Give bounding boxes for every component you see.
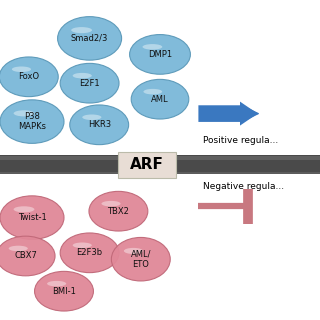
Ellipse shape — [142, 44, 162, 50]
Text: TBX2: TBX2 — [108, 207, 129, 216]
Ellipse shape — [47, 281, 66, 286]
Text: FoxO: FoxO — [18, 72, 39, 81]
Ellipse shape — [143, 89, 162, 94]
Ellipse shape — [60, 233, 119, 273]
Ellipse shape — [101, 201, 121, 206]
Ellipse shape — [9, 246, 28, 251]
Ellipse shape — [35, 271, 93, 311]
Text: CBX7: CBX7 — [14, 252, 37, 260]
Text: P38
MAPKs: P38 MAPKs — [18, 112, 46, 131]
Ellipse shape — [73, 243, 92, 248]
FancyBboxPatch shape — [118, 152, 176, 178]
Ellipse shape — [124, 248, 143, 254]
Ellipse shape — [14, 110, 35, 116]
Ellipse shape — [0, 236, 55, 276]
Ellipse shape — [58, 17, 122, 60]
Ellipse shape — [82, 115, 101, 120]
Text: BMI-1: BMI-1 — [52, 287, 76, 296]
Ellipse shape — [60, 63, 119, 103]
Text: AML: AML — [151, 95, 169, 104]
Text: HKR3: HKR3 — [88, 120, 111, 129]
Text: E2F3b: E2F3b — [76, 248, 103, 257]
Text: Negative regula...: Negative regula... — [203, 182, 284, 191]
Ellipse shape — [0, 57, 58, 97]
Bar — [0, 172, 320, 174]
Ellipse shape — [130, 35, 190, 74]
Text: ARF: ARF — [130, 157, 164, 172]
Ellipse shape — [0, 196, 64, 239]
Text: Smad2/3: Smad2/3 — [71, 34, 108, 43]
Ellipse shape — [12, 67, 31, 72]
Ellipse shape — [70, 105, 129, 145]
Text: Twist-1: Twist-1 — [18, 213, 46, 222]
Text: E2F1: E2F1 — [79, 79, 100, 88]
Ellipse shape — [111, 237, 170, 281]
Text: Positive regula...: Positive regula... — [203, 136, 278, 145]
Ellipse shape — [14, 206, 35, 212]
Ellipse shape — [89, 191, 148, 231]
Ellipse shape — [71, 27, 92, 33]
Ellipse shape — [73, 73, 92, 78]
Text: DMP1: DMP1 — [148, 50, 172, 59]
FancyArrow shape — [198, 101, 258, 125]
Text: AML/
ETO: AML/ ETO — [131, 250, 151, 268]
Ellipse shape — [0, 100, 64, 143]
Ellipse shape — [131, 79, 189, 119]
Bar — [0, 156, 320, 160]
Bar — [0, 155, 320, 174]
